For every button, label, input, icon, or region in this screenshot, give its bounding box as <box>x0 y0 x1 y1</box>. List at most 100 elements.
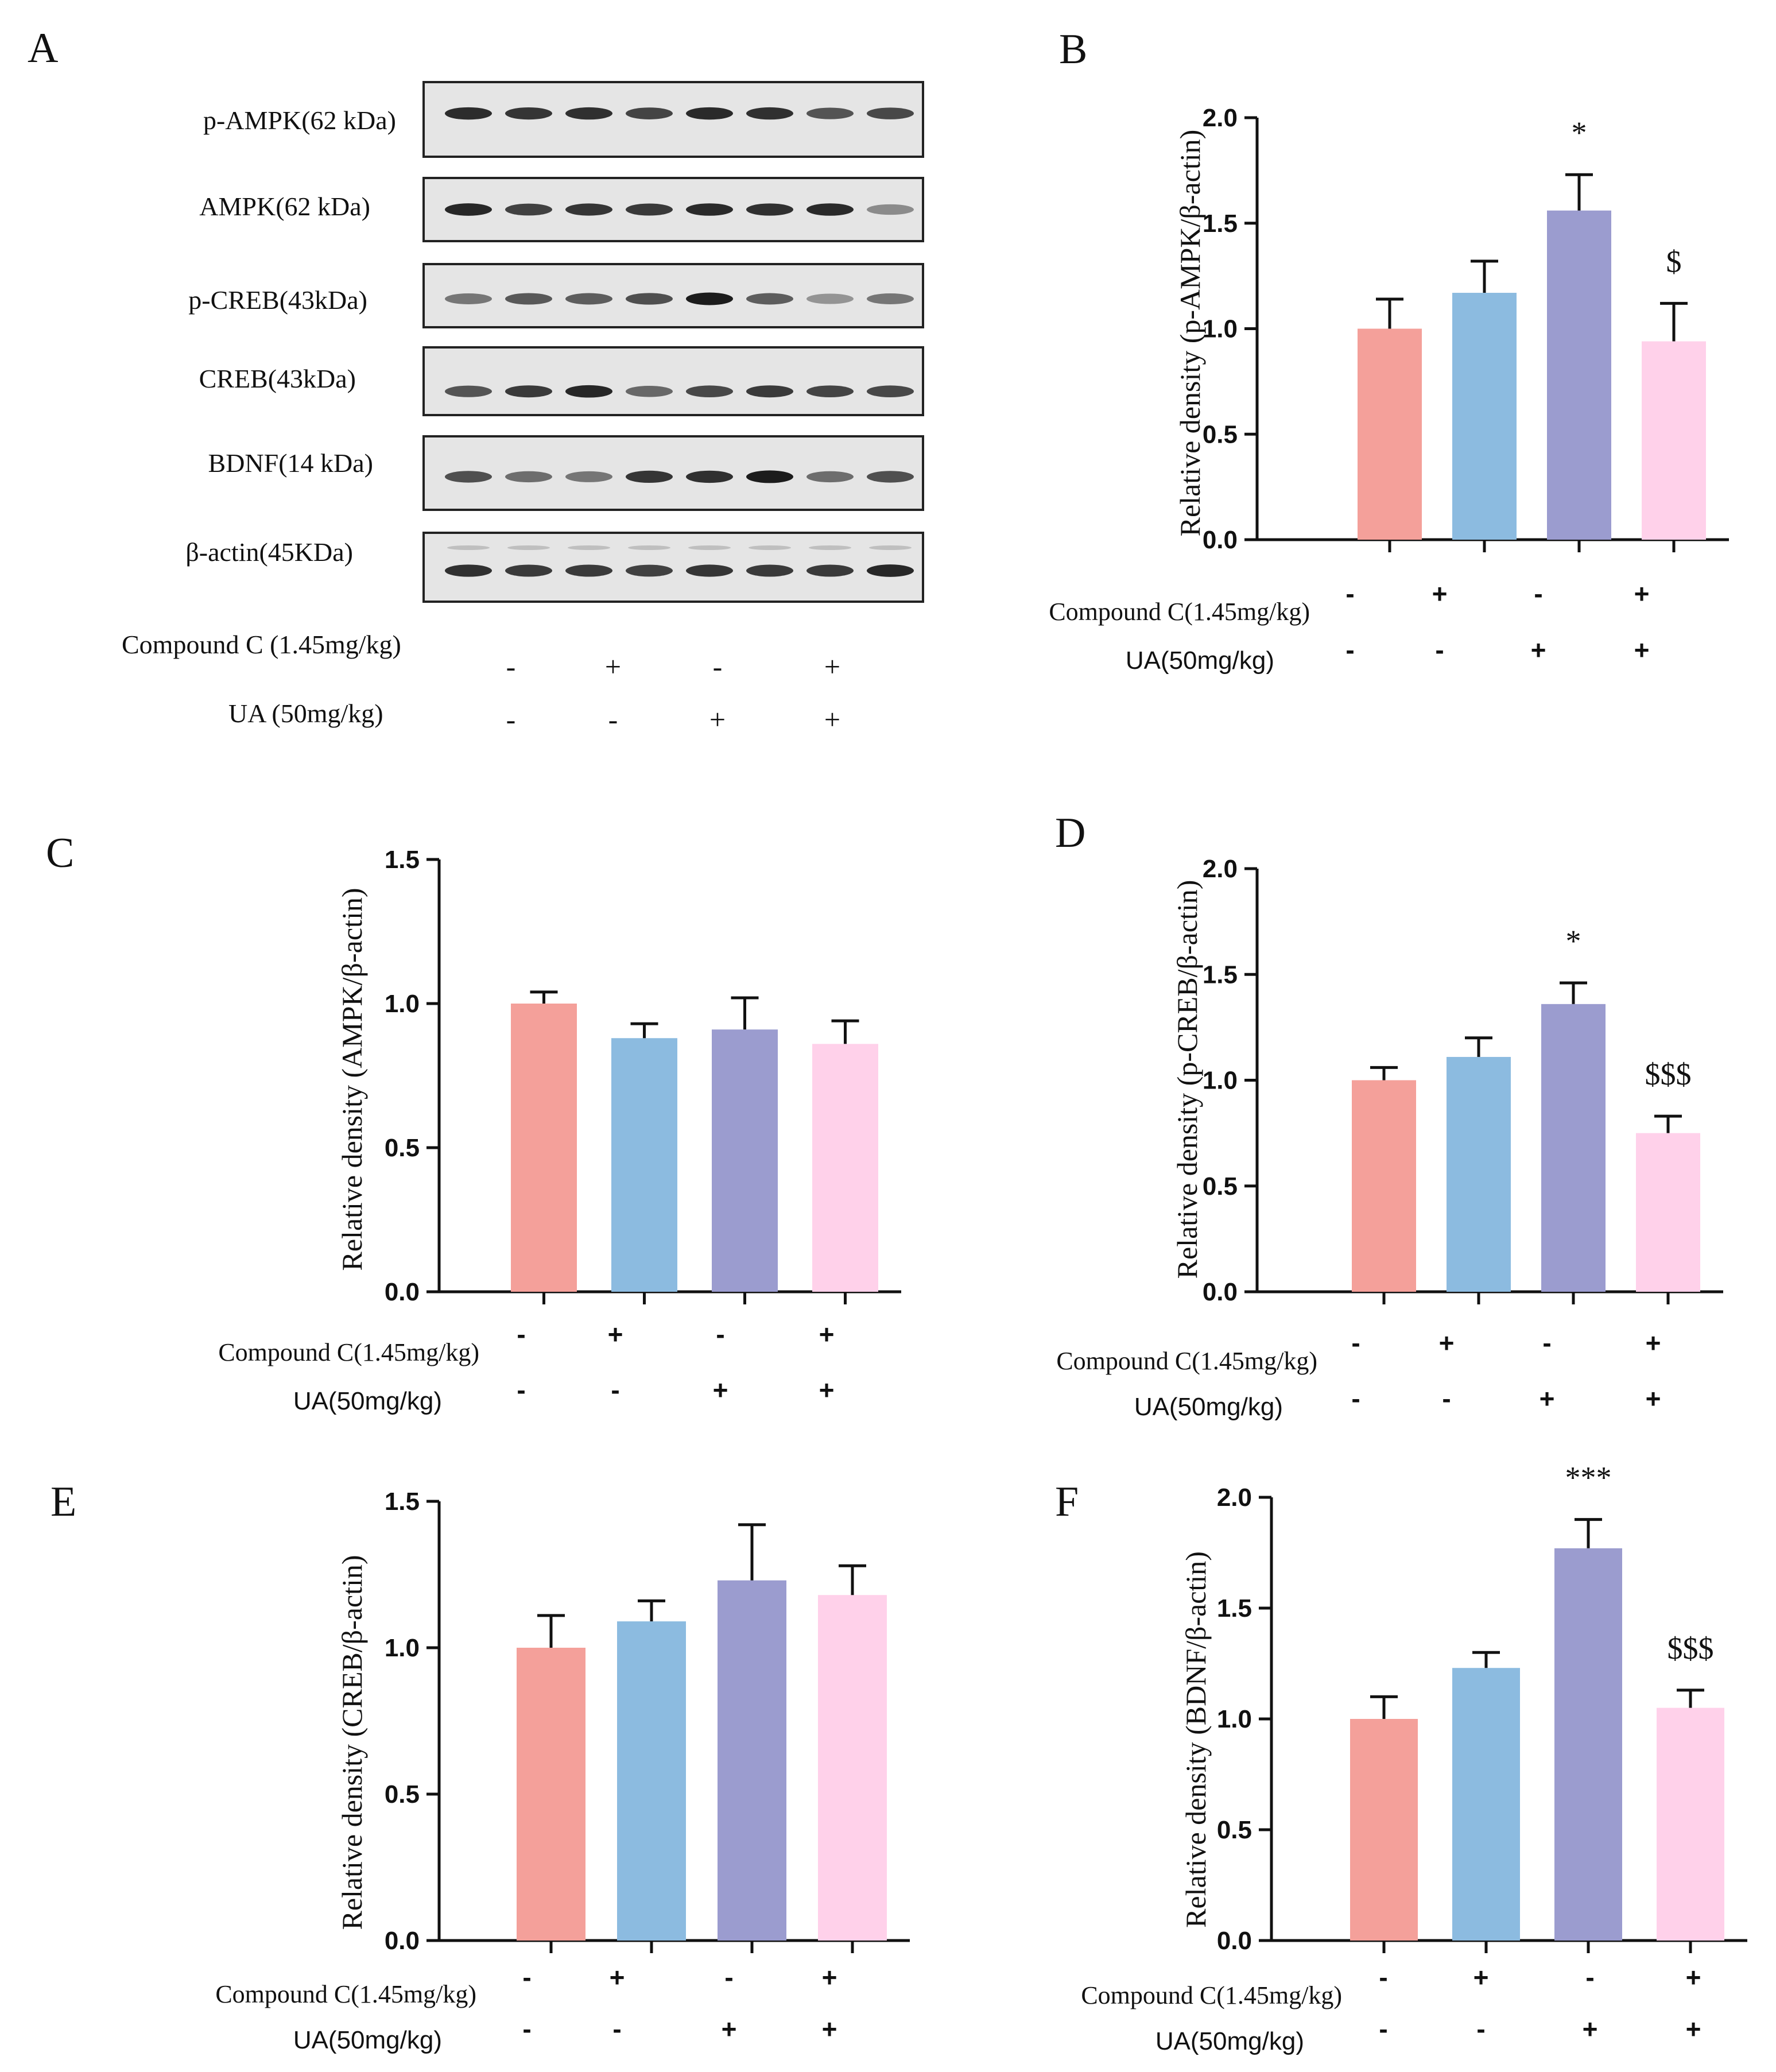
y-tick-label: 2.0 <box>1203 104 1238 132</box>
condition-sign: + <box>822 1962 837 1992</box>
blot-band-faint <box>447 545 490 550</box>
condition-sign: - <box>1476 2014 1485 2044</box>
blot-band <box>686 292 733 305</box>
bar <box>812 1044 878 1292</box>
row-label-compound-c: Compound C(1.45mg/kg) <box>1081 1981 1342 2009</box>
condition-sign: + <box>608 1319 623 1349</box>
y-tick-label: 0.0 <box>1217 1927 1252 1955</box>
row-label-ua: UA(50mg/kg) <box>1134 1393 1283 1421</box>
condition-sign: - <box>724 1962 733 1992</box>
condition-sign: + <box>1646 1328 1661 1358</box>
blot-band <box>867 385 914 397</box>
blot-condition-ua: UA (50mg/kg) <box>228 699 383 728</box>
condition-sign: + <box>722 2014 737 2044</box>
significance-mark: $$$ <box>1668 1631 1714 1666</box>
condition-sign: + <box>1686 2014 1701 2044</box>
blot-band <box>686 107 733 120</box>
condition-sign: + <box>1473 1962 1489 1992</box>
panel-letter-B: B <box>1059 26 1087 73</box>
y-tick-label: 1.0 <box>1203 315 1238 343</box>
panel-letter-A: A <box>28 25 58 72</box>
blot-strip-p-creb <box>422 263 924 328</box>
blot-sign: - <box>506 703 516 735</box>
blot-band <box>867 204 914 215</box>
y-tick-label: 0.5 <box>1217 1816 1252 1844</box>
blot-label-ampk: AMPK(62 kDa) <box>199 192 370 221</box>
blot-band-faint <box>749 545 791 550</box>
significance-mark: * <box>1566 924 1581 958</box>
blot-band <box>626 107 673 119</box>
chart-ampk: C Relative density (AMPK/β-actin) Compou… <box>46 830 901 1415</box>
row-label-compound-c: Compound C(1.45mg/kg) <box>1056 1347 1317 1375</box>
blot-label-beta-actin: β-actin(45KDa) <box>185 537 353 567</box>
blot-band <box>867 564 914 577</box>
blot-band <box>806 564 854 577</box>
blot-band <box>746 564 793 577</box>
y-axis-label: Relative density (BDNF/β-actin) <box>1180 1551 1212 1928</box>
y-tick-label: 2.0 <box>1203 855 1238 883</box>
blot-band <box>565 385 612 398</box>
y-tick-label: 0.5 <box>1203 1172 1238 1200</box>
condition-sign: - <box>522 1962 531 1992</box>
y-axis-label: Relative density (p-AMPK/β-actin) <box>1174 130 1206 537</box>
blot-band <box>746 385 793 398</box>
y-tick-label: 1.0 <box>1217 1705 1252 1733</box>
panel-letter-F: F <box>1055 1478 1079 1525</box>
condition-sign: - <box>1442 1384 1451 1413</box>
blot-strip-ampk <box>422 177 924 242</box>
blot-band <box>565 203 612 216</box>
condition-sign: - <box>1585 1962 1594 1992</box>
condition-sign: + <box>1432 579 1448 609</box>
condition-sign: - <box>611 1375 619 1405</box>
blot-strip-p-ampk <box>422 81 924 158</box>
y-tick-label: 1.0 <box>385 990 420 1018</box>
blot-band-faint <box>507 545 550 550</box>
bar <box>1452 293 1517 540</box>
blot-band-faint <box>809 545 851 550</box>
blot-band <box>746 107 793 120</box>
bar <box>517 1648 585 1941</box>
blot-band <box>445 471 492 483</box>
significance-mark: $$$ <box>1645 1057 1692 1091</box>
row-label-compound-c: Compound C(1.45mg/kg) <box>218 1338 479 1366</box>
condition-sign: - <box>1345 579 1354 609</box>
blot-band <box>626 470 673 483</box>
bar <box>1547 210 1611 540</box>
y-axis-label: Relative density (CREB/β-actin) <box>336 1555 368 1930</box>
blot-strip-beta-actin <box>422 532 924 603</box>
condition-sign: + <box>1531 635 1546 665</box>
blot-sign: + <box>605 650 621 683</box>
blot-condition-compound-c: Compound C (1.45mg/kg) <box>122 630 401 659</box>
blot-sign: - <box>713 650 723 683</box>
blot-band <box>505 203 552 216</box>
blot-band <box>867 471 914 483</box>
row-label-ua: UA(50mg/kg) <box>293 2026 442 2054</box>
condition-sign: - <box>716 1319 724 1349</box>
y-tick-label: 1.5 <box>1203 961 1238 989</box>
y-tick-label: 1.5 <box>1217 1594 1252 1622</box>
blot-condition-signs: - + - + - - + + <box>506 650 840 735</box>
row-label-compound-c: Compound C(1.45mg/kg) <box>1049 598 1310 626</box>
blot-band <box>806 293 854 304</box>
row-label-ua: UA(50mg/kg) <box>1155 2027 1304 2055</box>
bar <box>1636 1133 1700 1292</box>
significance-mark: *** <box>1565 1461 1612 1495</box>
bar <box>818 1595 887 1941</box>
condition-sign: - <box>517 1375 525 1405</box>
blot-label-p-creb: p-CREB(43kDa) <box>188 285 367 315</box>
condition-sign: - <box>1435 635 1444 665</box>
chart-p-ampk: B Relative density (p-AMPK/β-actin) Comp… <box>1049 26 1729 675</box>
condition-sign: + <box>819 1319 835 1349</box>
blot-band <box>565 471 612 482</box>
blot-band <box>505 385 552 398</box>
blot-band <box>806 203 854 216</box>
chart-creb: E Relative density (CREB/β-actin) Compou… <box>51 1478 910 2054</box>
blot-band <box>445 564 492 577</box>
blot-sign: + <box>824 650 840 683</box>
blot-strip-frame <box>422 81 924 158</box>
y-tick-label: 0.0 <box>1203 526 1238 554</box>
panel-letter-D: D <box>1055 810 1085 857</box>
y-tick-label: 0.0 <box>1203 1278 1238 1306</box>
bar <box>611 1038 677 1292</box>
